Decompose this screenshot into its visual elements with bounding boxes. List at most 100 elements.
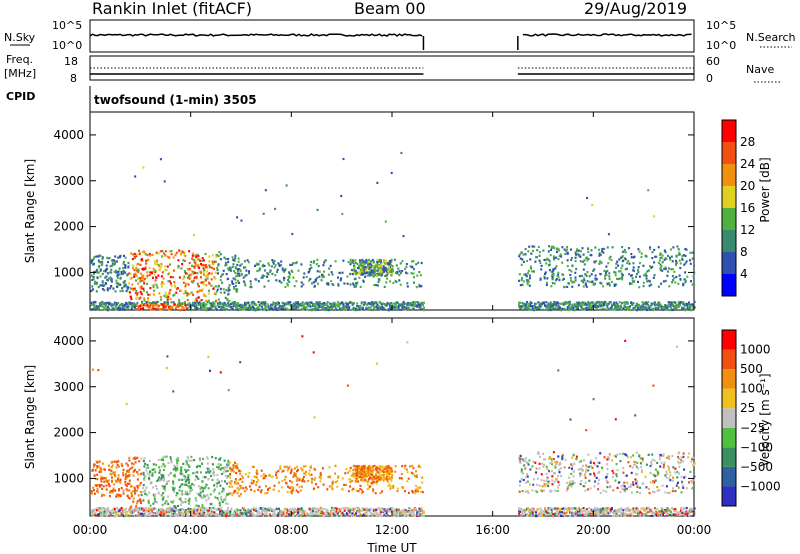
echo-cell (411, 260, 413, 263)
echo-cell (264, 509, 267, 512)
echo-cell (129, 507, 132, 510)
echo-cell (125, 484, 128, 487)
echo-cell (327, 308, 330, 311)
echo-cell (90, 308, 92, 312)
echo-cell (316, 301, 319, 304)
echo-cell (185, 509, 188, 512)
echo-cell (109, 271, 112, 274)
echo-cell (368, 510, 371, 513)
echo-cell (667, 301, 670, 304)
echo-cell (623, 514, 626, 518)
echo-cell (180, 508, 183, 511)
echo-cell (627, 308, 630, 311)
echo-cell (581, 274, 584, 277)
echo-cell (594, 511, 596, 514)
echo-cell (177, 504, 179, 508)
echo-cell (627, 306, 630, 309)
echo-cell (596, 507, 599, 510)
echo-cell (578, 275, 581, 278)
echo-cell (137, 270, 140, 274)
echo-cell (581, 247, 584, 250)
echo-cell (227, 286, 230, 289)
echo-cell (230, 302, 233, 305)
echo-cell (162, 513, 165, 516)
echo-cell (558, 254, 561, 258)
echo-cell (609, 301, 612, 304)
echo-cell (203, 509, 206, 512)
echo-cell (421, 481, 424, 484)
echo-cell (145, 304, 148, 307)
echo-cell (129, 272, 132, 275)
echo-cell (308, 508, 311, 511)
echo-cell (181, 263, 184, 266)
echo-cell (202, 281, 204, 284)
echo-cell (322, 302, 325, 305)
echo-cell (287, 301, 290, 304)
echo-cell (398, 512, 400, 515)
echo-cell (223, 301, 226, 304)
echo-cell (247, 509, 250, 512)
echo-cell (222, 306, 225, 309)
echo-cell (219, 514, 222, 517)
echo-cell (688, 301, 690, 304)
echo-cell (208, 289, 210, 292)
echo-cell (286, 491, 289, 494)
echo-cell (188, 497, 191, 500)
echo-cell (196, 511, 199, 514)
echo-cell (386, 477, 389, 480)
echo-cell (632, 262, 635, 265)
echo-cell (136, 293, 138, 296)
echo-cell (304, 510, 306, 513)
echo-cell (189, 508, 192, 511)
echo-cell (610, 258, 613, 262)
echo-cell (349, 485, 352, 488)
echo-cell (334, 260, 337, 263)
echo-cell (142, 510, 145, 513)
echo-cell (586, 271, 589, 274)
echo-cell (675, 306, 678, 309)
echo-cell (91, 285, 94, 288)
echo-cell (300, 485, 303, 488)
echo-cell (283, 304, 286, 307)
echo-cell (149, 287, 152, 290)
echo-cell (176, 464, 179, 467)
echo-cell (149, 254, 152, 257)
echo-cell (210, 306, 212, 309)
echo-cell (626, 301, 629, 304)
echo-cell (332, 512, 335, 515)
echo-cell (255, 469, 258, 472)
echo-cell (160, 308, 163, 311)
echo-cell (176, 287, 178, 291)
echo-cell (133, 269, 136, 272)
echo-cell (121, 303, 124, 306)
echo-cell (574, 276, 577, 279)
echo-cell (191, 281, 194, 284)
echo-cell (124, 256, 127, 259)
echo-cell (165, 304, 168, 307)
echo-cell (595, 306, 598, 309)
echo-cell (351, 273, 354, 276)
echo-cell (383, 260, 386, 263)
echo-cell (205, 309, 208, 312)
echo-cell (639, 510, 642, 513)
echo-cell (234, 271, 237, 274)
echo-cell (396, 302, 399, 305)
echo-cell (528, 511, 531, 514)
echo-cell (319, 304, 322, 307)
echo-cell (180, 493, 183, 496)
echo-cell (376, 515, 379, 518)
echo-cell (164, 250, 167, 253)
echo-cell (183, 478, 186, 481)
echo-cell (107, 305, 109, 308)
echo-cell (118, 267, 121, 270)
echo-cell (659, 263, 662, 266)
echo-cell (638, 286, 641, 289)
echo-cell (633, 507, 636, 510)
echo-cell (177, 266, 180, 269)
echo-cell (239, 268, 242, 272)
echo-cell (251, 512, 254, 515)
echo-cell (564, 302, 567, 305)
echo-cell (678, 304, 681, 307)
echo-cell (208, 255, 211, 258)
echo-cell (127, 286, 130, 289)
